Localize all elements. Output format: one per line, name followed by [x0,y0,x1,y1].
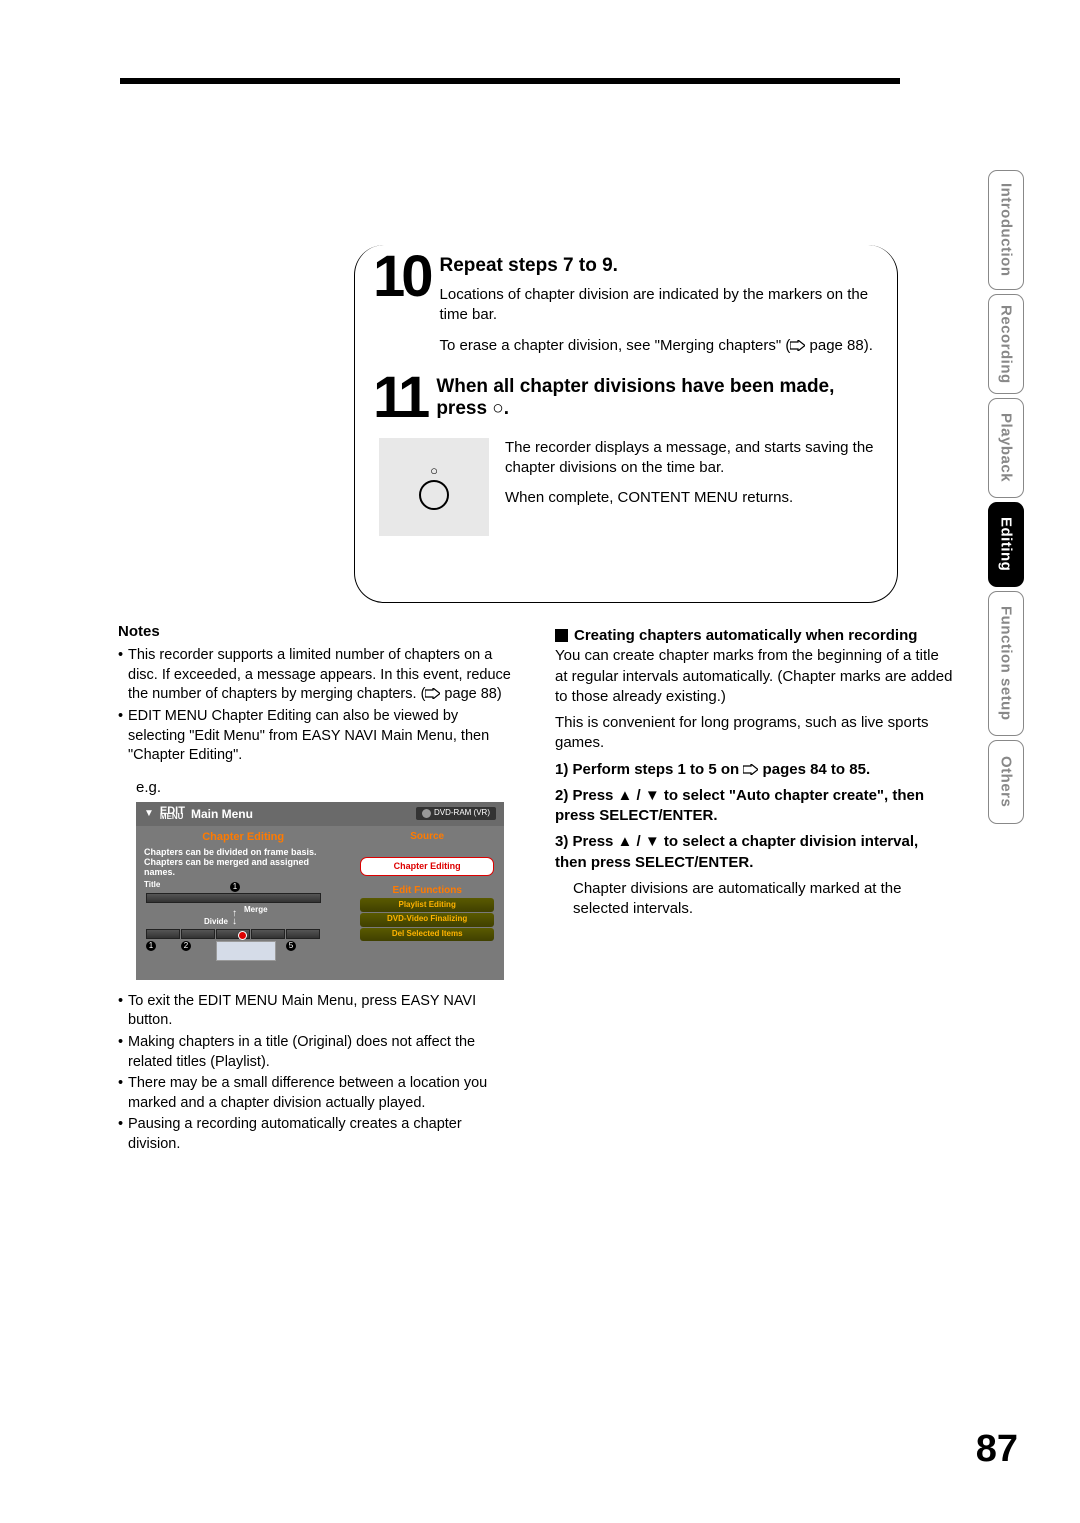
page-ref-arrow-icon [425,686,440,697]
page-ref-arrow-icon [743,761,758,772]
edit-menu-logo: EDITMENU [160,807,185,820]
page-number: 87 [976,1428,1018,1471]
chapter-diagram: 1 ↑ Merge ↓ Divide 12345 [144,893,342,963]
divide-arrow-icon: ↓ [232,915,237,929]
tab-introduction[interactable]: Introduction [988,170,1024,290]
merge-label: Merge [244,905,268,916]
chapter-editing-desc: Chapters can be divided on frame basis. … [144,848,342,878]
auto-chapter-heading: Creating chapters automatically when rec… [555,626,953,646]
step-11-title: When all chapter divisions have been mad… [436,376,875,420]
step-11-body: ○ The recorder displays a message, and s… [373,438,875,536]
page-ref-arrow-icon [790,337,805,348]
step-number: 11 [373,372,426,428]
button-circle-icon [419,480,449,510]
note-item: Making chapters in a title (Original) do… [118,1033,518,1072]
square-bullet-icon [555,629,568,642]
note-item: To exit the EDIT MENU Main Menu, press E… [118,992,518,1031]
right-text: You can create chapter marks from the be… [555,646,953,707]
example-label: e.g. [136,778,518,798]
thumbnail-preview [216,941,276,961]
step-number: 10 [373,251,430,366]
tab-recording[interactable]: Recording [988,294,1024,394]
button-dot-icon: ○ [430,463,438,478]
del-selected-item[interactable]: Del Selected Items [360,928,494,942]
note-item: EDIT MENU Chapter Editing can also be vi… [118,707,518,766]
note-item: Pausing a recording automatically create… [118,1115,518,1154]
stop-button-graphic: ○ [379,438,489,536]
menu-left-panel: Chapter Editing Chapters can be divided … [136,826,350,976]
playlist-editing-item[interactable]: Playlist Editing [360,898,494,912]
disc-type-badge: DVD-RAM (VR) [416,807,496,820]
right-step-3-body: Chapter divisions are automatically mark… [555,879,953,920]
title-label: Title [144,880,342,891]
menu-header: ▼ EDITMENU Main Menu DVD-RAM (VR) [136,802,504,826]
source-label: Source [356,830,498,844]
step-10-text-1: Locations of chapter division are indica… [440,285,875,326]
tab-function-setup[interactable]: Function setup [988,591,1024,736]
chapter-editing-button[interactable]: Chapter Editing [360,857,494,875]
step-10: 10 Repeat steps 7 to 9. Locations of cha… [373,251,875,366]
tab-editing[interactable]: Editing [988,502,1024,587]
right-column: Creating chapters automatically when rec… [555,626,953,925]
chapter-editing-title: Chapter Editing [144,830,342,845]
divide-label: Divide [204,917,228,928]
step-11-text-2: When complete, CONTENT MENU returns. [505,488,875,508]
main-menu-label: Main Menu [191,806,253,822]
step-11: 11 When all chapter divisions have been … [373,372,875,428]
header-rule [120,78,900,84]
tab-playback[interactable]: Playback [988,398,1024,498]
step-10-title: Repeat steps 7 to 9. [440,255,875,277]
step-10-text-2: To erase a chapter division, see "Mergin… [440,336,875,356]
right-step-3: 3) Press ▲ / ▼ to select a chapter divis… [555,832,953,873]
dvd-finalizing-item[interactable]: DVD-Video Finalizing [360,913,494,927]
notes-heading: Notes [118,622,518,642]
side-tabs: Introduction Recording Playback Editing … [946,170,1024,828]
right-text: This is convenient for long programs, su… [555,713,953,754]
note-item: This recorder supports a limited number … [118,646,518,705]
tab-others[interactable]: Others [988,740,1024,824]
menu-right-panel: Source Chapter Editing Edit Functions Pl… [350,826,504,976]
step-11-text-1: The recorder displays a message, and sta… [505,438,875,479]
disc-icon [422,809,431,818]
right-step-1: 1) Perform steps 1 to 5 on pages 84 to 8… [555,760,953,780]
notes-column: Notes This recorder supports a limited n… [118,622,518,1156]
right-step-2: 2) Press ▲ / ▼ to select "Auto chapter c… [555,786,953,827]
note-item: There may be a small difference between … [118,1074,518,1113]
edit-functions-label: Edit Functions [356,884,498,898]
edit-menu-screenshot: ▼ EDITMENU Main Menu DVD-RAM (VR) Chapte… [136,802,504,980]
steps-panel: 10 Repeat steps 7 to 9. Locations of cha… [354,245,898,603]
